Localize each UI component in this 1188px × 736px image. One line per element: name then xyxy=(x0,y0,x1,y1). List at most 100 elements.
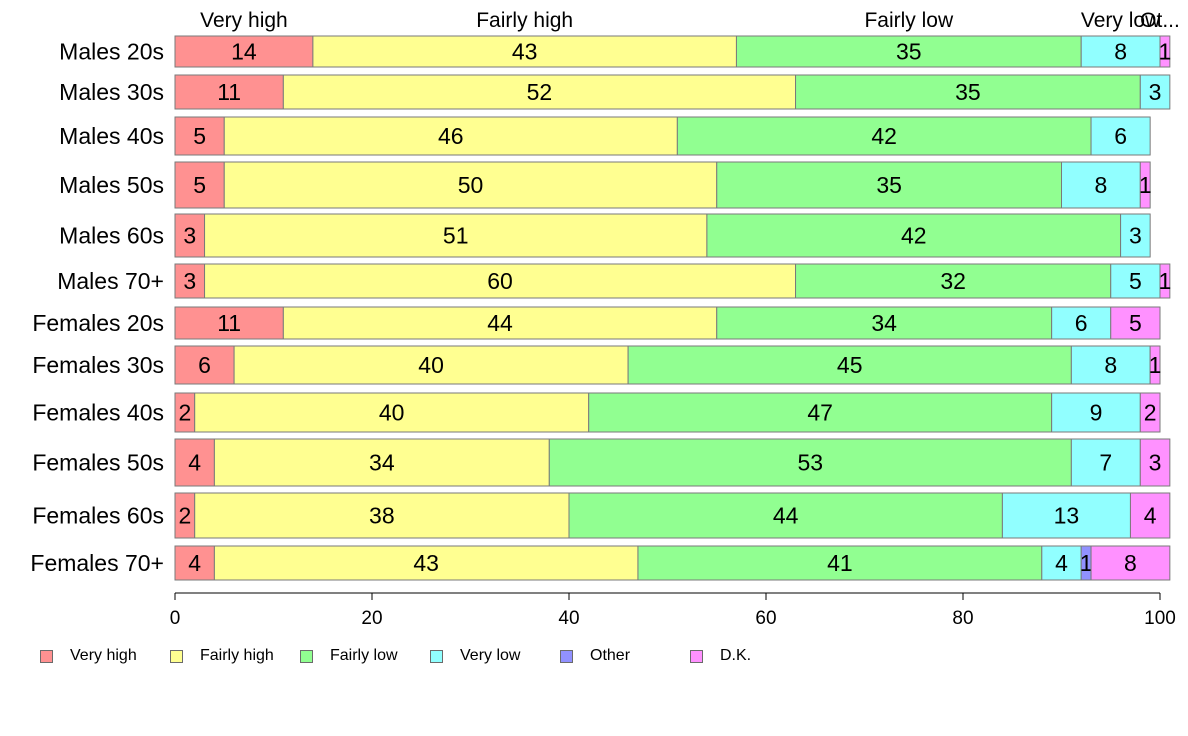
x-axis: 0 20 40 60 80 100 xyxy=(170,592,1176,629)
data-label: 8 xyxy=(1124,550,1137,576)
bar-segment xyxy=(174,263,206,299)
bar-segment xyxy=(1110,263,1161,299)
x-tick-label: 0 xyxy=(170,608,181,629)
bar-segment xyxy=(1129,492,1171,539)
bar-segment xyxy=(174,116,225,156)
bar-segment xyxy=(1001,492,1131,539)
data-label: 5 xyxy=(1129,268,1142,294)
data-label: 40 xyxy=(379,400,405,426)
x-tick-label: 80 xyxy=(952,608,973,629)
legend-label: Other xyxy=(590,647,631,664)
bar-segment xyxy=(588,392,1053,433)
data-label: 4 xyxy=(1055,550,1068,576)
data-label: 35 xyxy=(896,39,922,65)
data-label: 1 xyxy=(1159,268,1172,294)
data-label: 2 xyxy=(178,400,191,426)
data-label: 60 xyxy=(487,268,513,294)
data-label: 5 xyxy=(193,123,206,149)
data-label: 2 xyxy=(1144,400,1157,426)
bar-segment xyxy=(795,263,1112,299)
bar-segment xyxy=(174,438,215,487)
y-label: Females 60s xyxy=(32,503,164,529)
bar-segment xyxy=(1070,345,1151,385)
bar-segment xyxy=(174,345,235,385)
bar-segment xyxy=(174,161,225,209)
bar-segment xyxy=(676,116,1092,156)
data-label: 4 xyxy=(188,450,201,476)
x-tick-label: 100 xyxy=(1144,608,1176,629)
x-tick-label: 60 xyxy=(755,608,776,629)
data-label: 46 xyxy=(438,123,464,149)
legend-label: Fairly high xyxy=(200,647,274,664)
data-label: 6 xyxy=(1075,310,1088,336)
x-tick-label: 20 xyxy=(361,608,382,629)
bar-segment xyxy=(1159,35,1171,68)
data-label: 8 xyxy=(1104,352,1117,378)
data-label: 32 xyxy=(940,268,966,294)
bar-segment xyxy=(174,74,284,110)
bar-segment xyxy=(548,438,1072,487)
bar-segment xyxy=(213,545,639,581)
legend-swatch xyxy=(430,649,443,663)
data-label: 44 xyxy=(773,503,799,529)
bar-segment xyxy=(204,213,708,258)
bar-segment xyxy=(1061,161,1141,209)
bar-segment xyxy=(233,345,629,385)
data-label: 41 xyxy=(827,550,853,576)
bar-segment xyxy=(1149,345,1161,385)
data-label: 3 xyxy=(1149,450,1162,476)
bar-segment xyxy=(627,345,1072,385)
stacked-bar-chart: Very high Fairly high Fairly low Very lowOt… xyxy=(30,9,1180,629)
legend-swatch xyxy=(690,649,703,663)
bar-segment xyxy=(1051,392,1141,433)
data-label: 3 xyxy=(183,268,196,294)
data-label: 1 xyxy=(1159,39,1172,65)
legend-label: Very high xyxy=(70,647,137,664)
top-label: Ot... xyxy=(1140,9,1180,32)
bar-segment xyxy=(1159,263,1171,299)
data-label: 42 xyxy=(901,223,927,249)
legend-swatch xyxy=(560,649,573,663)
data-label: 43 xyxy=(413,550,439,576)
legend-swatch xyxy=(170,649,183,663)
legend-item: Very low xyxy=(430,646,520,666)
top-labels: Very high Fairly high Fairly low Very lowOt… xyxy=(200,9,1180,32)
bar-segment xyxy=(1139,438,1171,487)
bar-segment xyxy=(716,161,1062,209)
bar-segment xyxy=(1139,392,1161,433)
data-label: 9 xyxy=(1090,400,1103,426)
data-label: 34 xyxy=(369,450,395,476)
y-label: Females 50s xyxy=(32,450,164,476)
legend-swatch xyxy=(300,649,313,663)
bar-segment xyxy=(1051,306,1112,340)
legend: Very high Fairly high Fairly low Very low Ot… xyxy=(40,646,800,666)
data-label: 3 xyxy=(1149,79,1162,105)
data-label: 8 xyxy=(1095,172,1108,198)
bar-segment xyxy=(1139,74,1171,110)
data-label: 7 xyxy=(1099,450,1112,476)
top-label: Very low xyxy=(1081,9,1161,32)
bar-segment xyxy=(1120,213,1151,258)
y-label: Females 20s xyxy=(32,310,164,336)
data-label: 13 xyxy=(1054,503,1080,529)
data-label: 1 xyxy=(1080,550,1093,576)
bar-segment xyxy=(568,492,1003,539)
data-label: 35 xyxy=(955,79,981,105)
data-label: 6 xyxy=(1114,123,1127,149)
data-label: 11 xyxy=(217,310,241,336)
data-label: 40 xyxy=(418,352,444,378)
y-label: Females 40s xyxy=(32,400,164,426)
data-label: 5 xyxy=(193,172,206,198)
bar-segment xyxy=(223,161,718,209)
data-label: 43 xyxy=(512,39,538,65)
bar-segment xyxy=(1110,306,1161,340)
data-label: 4 xyxy=(1144,503,1157,529)
y-label: Males 60s xyxy=(59,223,164,249)
data-label: 3 xyxy=(183,223,196,249)
top-label: Fairly high xyxy=(476,9,573,32)
data-label: 14 xyxy=(231,39,257,65)
bar-segment xyxy=(1139,161,1151,209)
data-label: 34 xyxy=(871,310,897,336)
data-label: 45 xyxy=(837,352,863,378)
top-label: Very high xyxy=(200,9,288,32)
